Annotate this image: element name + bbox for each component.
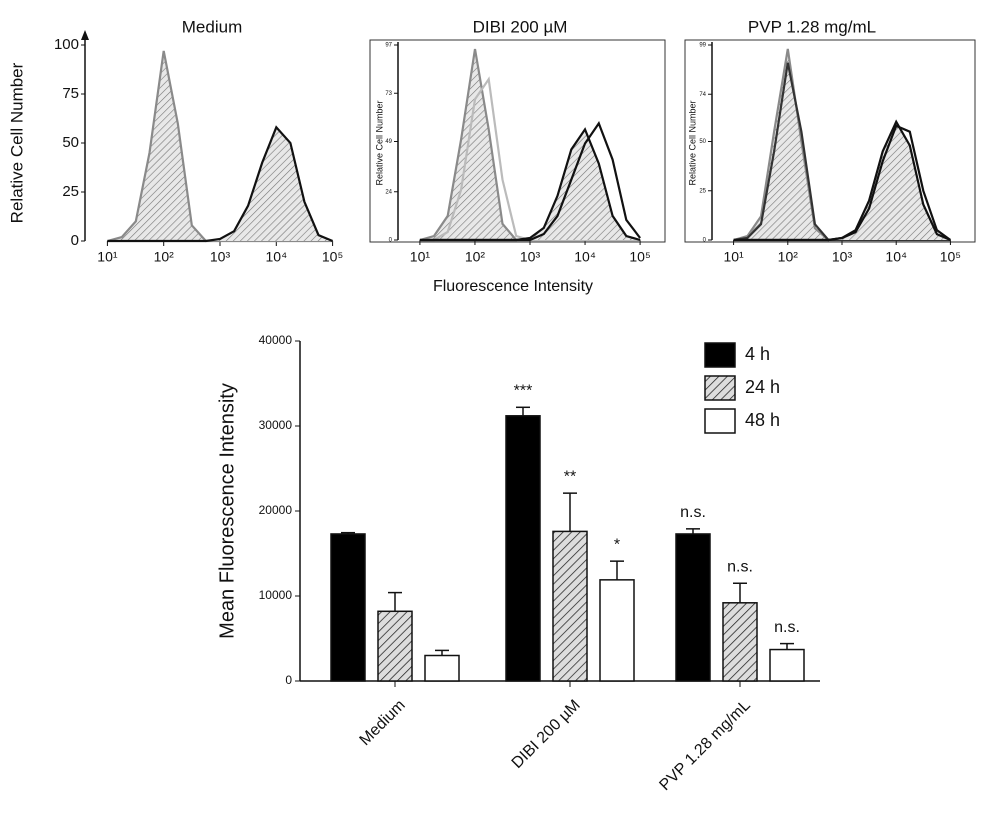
- x-tick-label: 10³: [210, 249, 231, 265]
- panel-title: Medium: [182, 17, 242, 36]
- y-tick-label: 25: [62, 183, 79, 200]
- area-fill: [419, 129, 641, 240]
- x-tick-label: PVP 1.28 mg/mL: [656, 697, 753, 794]
- area-fill: [419, 49, 641, 240]
- area-fill: [733, 48, 951, 241]
- y-tick-label: 74: [699, 92, 706, 98]
- x-tick-label: 10³: [520, 249, 541, 265]
- histogram-line: [107, 125, 334, 243]
- area-fill: [733, 121, 951, 240]
- y-tick-label: 24: [385, 189, 392, 195]
- legend-swatch: [704, 375, 736, 401]
- bar: [722, 602, 758, 682]
- x-tick-label: 10⁵: [322, 249, 343, 265]
- x-tick-label: 10⁴: [574, 249, 596, 265]
- x-tick-label: Medium: [357, 697, 409, 749]
- x-tick-label: 10¹: [410, 249, 431, 265]
- x-axis-label: Fluorescence Intensity: [433, 278, 593, 295]
- area-fill: [107, 127, 333, 241]
- y-tick-label: 100: [54, 36, 79, 53]
- y-tick-label: 25: [699, 188, 706, 194]
- x-tick-label: DIBI 200 µM: [509, 697, 584, 772]
- y-tick-label: 50: [62, 134, 79, 151]
- bar: [424, 654, 460, 682]
- y-tick-label: 30000: [259, 418, 293, 432]
- legend-label: 48 h: [745, 410, 780, 430]
- x-tick-label: 10⁵: [940, 249, 961, 265]
- y-tick-label: 0: [389, 238, 393, 244]
- x-tick-label: 10¹: [723, 249, 744, 265]
- x-tick-label: 10²: [465, 249, 486, 265]
- significance-label: n.s.: [774, 619, 800, 636]
- bar: [599, 579, 635, 682]
- x-tick-label: 10²: [778, 249, 799, 265]
- y-axis-label: Relative Cell Number: [374, 100, 384, 185]
- y-tick-label: 49: [385, 139, 392, 145]
- plot-frame: [684, 39, 976, 243]
- y-tick-label: 40000: [259, 333, 293, 347]
- significance-label: n.s.: [727, 558, 753, 575]
- x-tick-label: 10³: [832, 249, 853, 265]
- y-axis-label: Relative Cell Number: [687, 100, 697, 185]
- x-tick-label: 10⁴: [885, 249, 907, 265]
- legend-label: 24 h: [745, 377, 780, 397]
- y-tick-label: 0: [703, 238, 707, 244]
- histogram-line: [733, 124, 952, 242]
- bar: [505, 415, 541, 682]
- y-tick-label: 10000: [259, 588, 293, 602]
- axis-arrow: [81, 30, 89, 40]
- y-tick-label: 75: [62, 85, 79, 102]
- y-tick-label: 20000: [259, 503, 293, 517]
- y-tick-label: 50: [699, 139, 706, 145]
- histogram-line: [419, 121, 641, 242]
- y-tick-label: 0: [285, 673, 292, 687]
- bar: [675, 533, 711, 682]
- area-fill: [107, 50, 333, 242]
- x-tick-label: 10²: [154, 249, 175, 265]
- y-tick-label: 73: [385, 91, 392, 97]
- y-tick-label: 0: [71, 232, 79, 249]
- legend-swatch: [704, 342, 736, 368]
- y-tick-label: 97: [385, 43, 392, 49]
- bar: [769, 648, 805, 682]
- y-axis-label: Mean Fluorescence Intensity: [216, 383, 238, 639]
- x-tick-label: 10¹: [97, 249, 118, 265]
- panel-title: DIBI 200 µM: [473, 17, 568, 36]
- bar: [377, 610, 413, 682]
- legend-swatch: [704, 408, 736, 434]
- plot-frame: [369, 39, 666, 243]
- bar: [552, 530, 588, 682]
- y-axis-label: Relative Cell Number: [7, 62, 26, 223]
- significance-label: ***: [514, 383, 533, 400]
- legend-label: 4 h: [745, 344, 770, 364]
- x-tick-label: 10⁵: [629, 249, 650, 265]
- x-tick-label: 10⁴: [266, 249, 288, 265]
- significance-label: *: [614, 536, 620, 553]
- significance-label: **: [564, 468, 576, 485]
- bar: [330, 533, 366, 682]
- panel-title: PVP 1.28 mg/mL: [748, 17, 876, 36]
- y-tick-label: 99: [699, 43, 706, 49]
- significance-label: n.s.: [680, 504, 706, 521]
